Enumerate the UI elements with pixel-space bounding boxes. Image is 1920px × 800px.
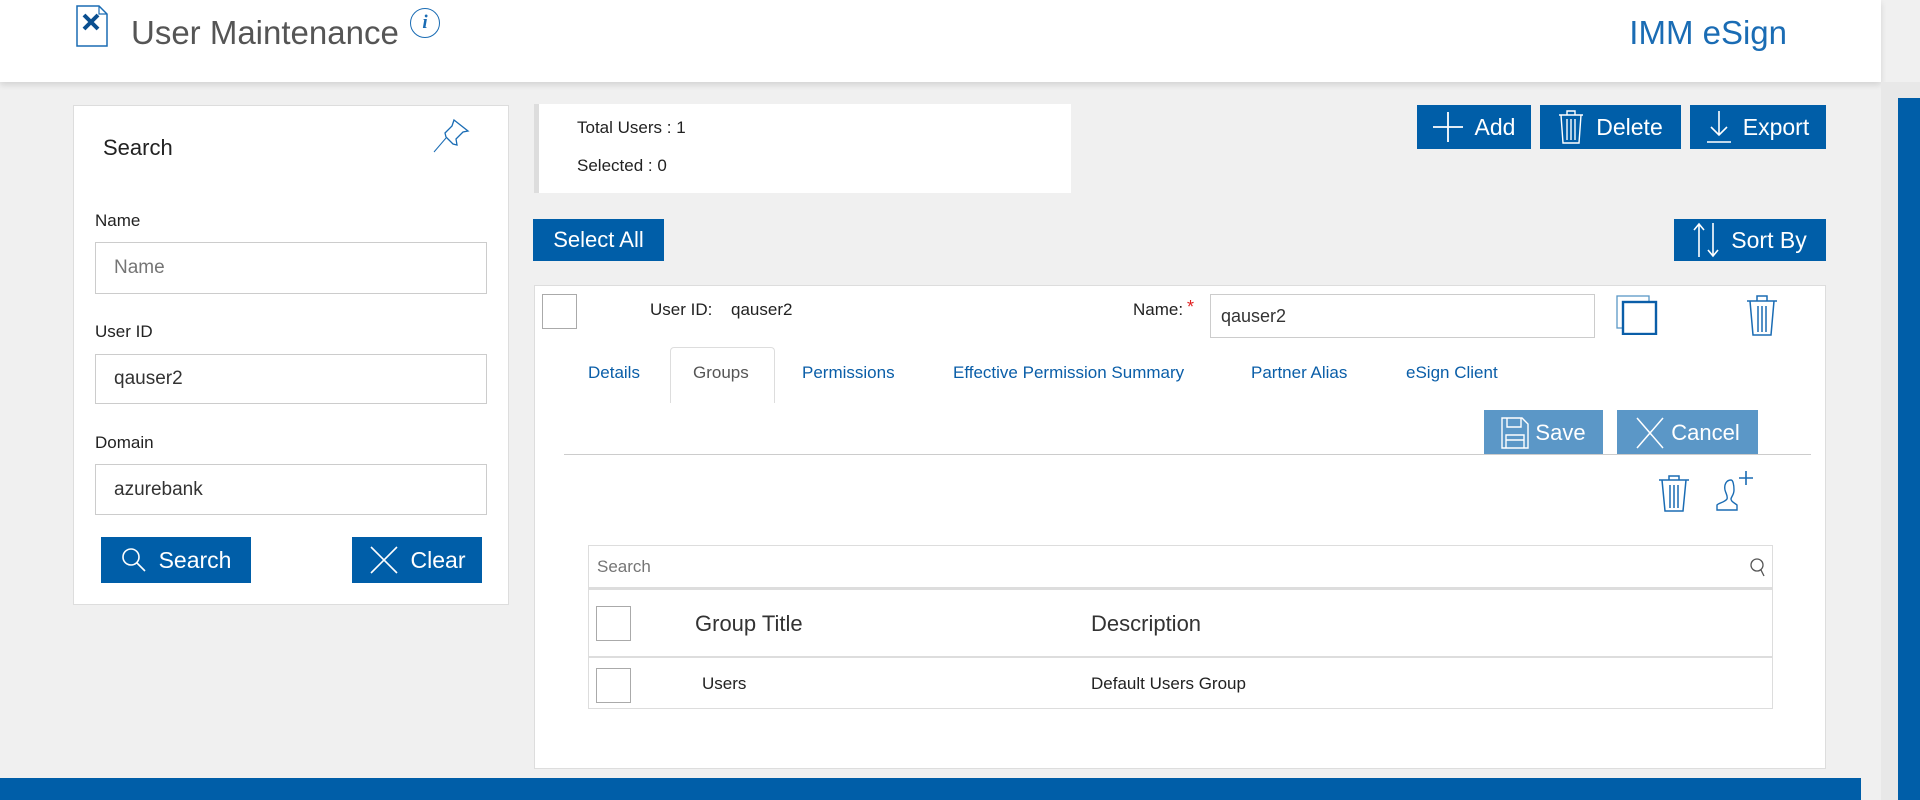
search-panel-title: Search [103,135,173,160]
download-icon [1706,111,1731,143]
divider [564,454,1811,455]
search-icon[interactable] [1750,558,1766,578]
user-select-checkbox[interactable] [542,294,577,329]
page-header: User Maintenance i IMM eSign [0,0,1881,82]
close-icon [1636,417,1664,448]
userid-input[interactable]: qauser2 [95,354,487,404]
column-header-description[interactable]: Description [1091,611,1202,636]
userid-value: qauser2 [731,300,793,319]
pin-icon[interactable] [432,118,472,154]
search-button-label: Search [158,546,232,573]
selected-count: Selected : 0 [577,156,667,175]
name-label: Name: [1133,300,1184,319]
copy-icon[interactable] [1616,295,1658,335]
clear-button-label: Clear [410,546,466,573]
tab-effective-permission-summary[interactable]: Effective Permission Summary [953,363,1185,382]
remove-group-icon[interactable] [1657,474,1691,512]
add-label: Add [1474,113,1516,140]
search-icon [121,548,146,572]
user-maintenance-icon [76,5,108,47]
sort-by-label: Sort By [1731,226,1807,253]
scrollbar-thumb[interactable] [1898,98,1920,800]
search-button[interactable]: Search [101,537,251,583]
groups-search-input[interactable] [589,546,1772,590]
stats-box: Total Users : 1 Selected : 0 [534,104,1071,193]
user-card: User ID: qauser2 Name: * qauser2 Details… [534,285,1826,769]
trash-icon [1559,110,1584,144]
column-header-group-title[interactable]: Group Title [695,611,803,636]
cancel-button[interactable]: Cancel [1617,410,1758,455]
cancel-label: Cancel [1671,419,1740,445]
save-label: Save [1535,419,1586,445]
brand-name: IMM eSign [1629,14,1787,51]
add-button[interactable]: Add [1417,105,1531,149]
select-all-button[interactable]: Select All [533,219,664,261]
info-icon[interactable]: i [410,8,440,38]
save-button[interactable]: Save [1484,410,1603,455]
total-users: Total Users : 1 [577,118,686,137]
tab-partner-alias[interactable]: Partner Alias [1251,363,1348,382]
group-description-cell: Default Users Group [1091,674,1246,693]
domain-label: Domain [95,433,154,452]
tab-esign-client[interactable]: eSign Client [1406,363,1498,382]
table-row[interactable]: Users Default Users Group [589,660,1772,708]
delete-label: Delete [1596,113,1663,140]
userid-label: User ID: [650,300,713,319]
row-checkbox[interactable] [596,668,631,703]
select-all-groups-checkbox[interactable] [596,606,631,641]
search-panel: Search Name User ID qauser2 Domain azure… [73,105,509,605]
user-name-input[interactable]: qauser2 [1210,294,1595,338]
name-input[interactable] [95,242,487,294]
group-title-cell: Users [702,674,747,693]
name-label: Name [95,211,141,230]
delete-button[interactable]: Delete [1540,105,1681,149]
page-title: User Maintenance [131,14,399,51]
delete-user-icon[interactable] [1746,294,1778,336]
table-header-row: Group Title Description [589,593,1772,658]
footer-bar [0,778,1861,800]
save-icon [1501,416,1530,449]
tab-groups-bg [670,347,775,403]
tab-groups[interactable]: Groups [693,363,749,382]
domain-input[interactable]: azurebank [95,464,487,515]
close-icon [369,546,398,574]
groups-table: Group Title Description Users Default Us… [588,545,1773,709]
tab-permissions[interactable]: Permissions [802,363,895,382]
clear-button[interactable]: Clear [352,537,482,583]
export-button[interactable]: Export [1690,105,1826,149]
export-label: Export [1742,113,1810,140]
sort-by-button[interactable]: Sort By [1674,219,1826,261]
plus-icon [1432,112,1463,142]
sort-icon [1693,222,1719,258]
tab-details[interactable]: Details [588,363,640,382]
required-mark: * [1187,297,1195,317]
add-group-icon[interactable] [1713,470,1755,512]
userid-label: User ID [95,322,153,341]
